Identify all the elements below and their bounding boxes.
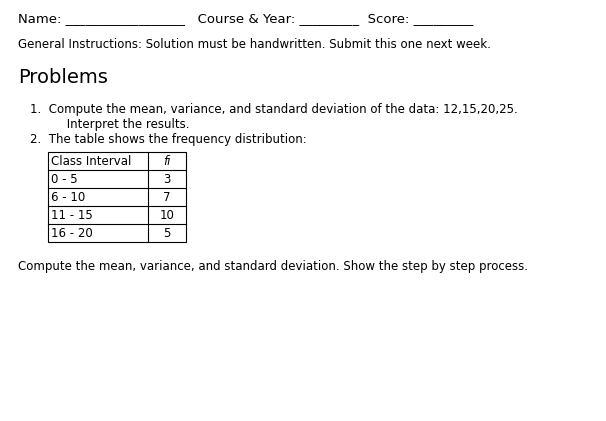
Text: 6 - 10: 6 - 10 [51, 191, 85, 204]
Text: 7: 7 [163, 191, 171, 204]
Text: 0 - 5: 0 - 5 [51, 173, 78, 186]
Text: 11 - 15: 11 - 15 [51, 209, 93, 222]
Bar [48, 152, 186, 242]
Text: 5: 5 [163, 227, 171, 240]
Text: Interpret the results.: Interpret the results. [48, 118, 190, 131]
Text: fi: fi [163, 155, 171, 168]
Text: Problems: Problems [18, 68, 108, 87]
Text: General Instructions: Solution must be handwritten. Submit this one next week.: General Instructions: Solution must be h… [18, 38, 491, 51]
Text: 3: 3 [163, 173, 171, 186]
Text: 10: 10 [159, 209, 175, 222]
Text: Class Interval: Class Interval [51, 155, 132, 168]
Text: Name: __________________   Course & Year: _________  Score: _________: Name: __________________ Course & Year: … [18, 12, 473, 25]
Text: Compute the mean, variance, and standard deviation. Show the step by step proces: Compute the mean, variance, and standard… [18, 260, 528, 273]
Text: 16 - 20: 16 - 20 [51, 227, 93, 240]
Text: 1.  Compute the mean, variance, and standard deviation of the data: 12,15,20,25.: 1. Compute the mean, variance, and stand… [30, 103, 518, 116]
Text: 2.  The table shows the frequency distribution:: 2. The table shows the frequency distrib… [30, 133, 307, 146]
